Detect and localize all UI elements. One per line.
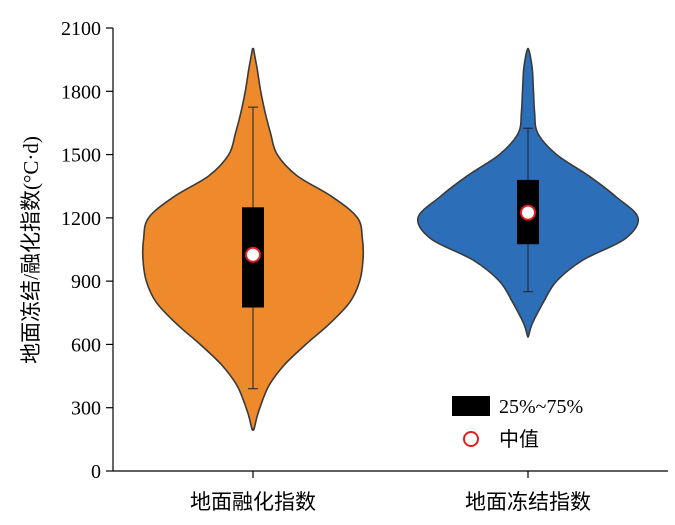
legend-box-swatch [452,396,490,416]
median-marker [520,204,536,221]
y-tick-label: 300 [71,398,101,420]
y-tick-label: 600 [71,334,101,356]
x-tick-label: 地面冻结指数 [465,490,591,514]
violin-layer [141,47,640,431]
violin-group [141,47,365,431]
y-tick-label: 900 [71,271,101,293]
median-marker [245,246,261,263]
y-tick-label: 1800 [61,81,101,103]
violin-group [416,47,640,338]
legend: 25%~75% 中值 [452,396,583,451]
x-tick-label: 地面融化指数 [190,490,316,514]
y-tick-label: 2100 [61,18,101,40]
legend-median-marker [463,431,479,447]
y-axis-title: 地面冻结/融化指数(°C·d) [19,136,43,364]
legend-median-label: 中值 [499,428,539,451]
y-tick-label: 1200 [61,208,101,230]
y-tick-label: 1500 [61,145,101,167]
y-tick-label: 0 [91,461,101,483]
x-axis: 地面融化指数 地面冻结指数 [113,470,668,514]
y-axis: 0 300 600 900 1200 1500 1800 2100 [61,18,114,483]
legend-box-label: 25%~75% [499,396,583,418]
